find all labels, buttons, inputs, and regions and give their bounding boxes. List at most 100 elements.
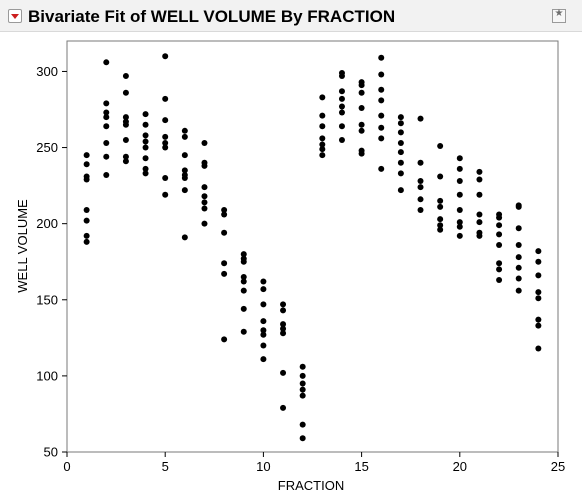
data-point: [437, 143, 444, 150]
data-point: [221, 211, 228, 218]
data-point: [299, 380, 306, 387]
data-point: [221, 270, 228, 277]
data-point: [240, 305, 247, 312]
data-point: [515, 264, 522, 271]
data-point: [319, 112, 326, 119]
data-point: [260, 278, 267, 285]
x-tick-label: 10: [256, 459, 270, 474]
y-tick-label: 100: [36, 368, 58, 383]
data-point: [338, 73, 345, 80]
data-point: [280, 369, 287, 376]
data-point: [181, 127, 188, 134]
data-point: [162, 139, 169, 146]
data-point: [260, 342, 267, 349]
y-tick-label: 250: [36, 140, 58, 155]
data-point: [122, 136, 129, 143]
data-point: [338, 95, 345, 102]
data-point: [83, 206, 90, 213]
data-point: [378, 112, 385, 119]
data-point: [181, 133, 188, 140]
data-point: [162, 175, 169, 181]
red-triangle-menu-icon[interactable]: [8, 9, 22, 23]
data-point: [338, 123, 345, 130]
data-point: [83, 217, 90, 224]
data-point: [299, 421, 306, 428]
data-point: [299, 363, 306, 370]
data-point: [378, 135, 385, 142]
data-point: [397, 129, 404, 136]
data-point: [162, 144, 169, 151]
data-point: [397, 114, 404, 121]
data-point: [83, 176, 90, 183]
data-point: [162, 53, 169, 60]
data-point: [260, 356, 267, 363]
data-point: [397, 170, 404, 177]
data-point: [378, 86, 385, 93]
data-point: [240, 273, 247, 280]
data-point: [280, 321, 287, 328]
data-point: [476, 168, 483, 175]
data-point: [358, 121, 365, 128]
data-point: [417, 184, 424, 191]
data-point: [476, 211, 483, 218]
data-point: [456, 223, 463, 230]
data-point: [496, 266, 503, 273]
data-point: [358, 104, 365, 111]
data-point: [437, 173, 444, 180]
data-point: [496, 260, 503, 267]
x-tick-label: 5: [162, 459, 169, 474]
data-point: [319, 135, 326, 142]
data-point: [280, 301, 287, 308]
data-point: [397, 187, 404, 194]
data-point: [456, 232, 463, 239]
data-point: [338, 109, 345, 116]
data-point: [456, 219, 463, 226]
data-point: [103, 59, 110, 66]
data-point: [181, 234, 188, 241]
data-point: [280, 325, 287, 332]
data-point: [378, 124, 385, 131]
data-point: [476, 219, 483, 226]
plot-frame: [66, 40, 559, 453]
data-point: [417, 178, 424, 185]
data-point: [535, 289, 542, 296]
data-point: [162, 95, 169, 102]
report-title: Bivariate Fit of WELL VOLUME By FRACTION: [28, 7, 396, 26]
data-point: [142, 138, 149, 145]
data-point: [476, 191, 483, 198]
data-point: [240, 258, 247, 265]
report-title-bar: Bivariate Fit of WELL VOLUME By FRACTION…: [0, 0, 582, 32]
data-point: [103, 109, 110, 116]
x-tick-label: 20: [453, 459, 467, 474]
data-point: [535, 295, 542, 302]
pin-star-icon[interactable]: ★: [552, 8, 566, 23]
data-point: [437, 226, 444, 233]
data-point: [221, 260, 228, 267]
data-point: [83, 161, 90, 168]
data-point: [122, 114, 129, 121]
x-axis: 0 5 10 15 20 25: [63, 452, 565, 474]
data-point: [142, 111, 149, 118]
data-point: [535, 272, 542, 279]
data-point: [260, 286, 267, 293]
y-tick-label: 50: [44, 445, 58, 460]
data-point: [260, 318, 267, 325]
data-point: [319, 152, 326, 159]
data-point: [260, 331, 267, 338]
data-point: [83, 238, 90, 245]
data-point: [476, 176, 483, 183]
data-point: [515, 203, 522, 210]
data-point: [201, 162, 208, 169]
data-point: [338, 136, 345, 143]
data-point: [181, 152, 188, 159]
data-point: [201, 220, 208, 227]
data-point: [221, 206, 228, 213]
data-point: [142, 144, 149, 151]
data-point: [319, 123, 326, 130]
data-point: [417, 196, 424, 203]
data-point: [378, 71, 385, 78]
data-point: [358, 150, 365, 157]
data-point: [535, 258, 542, 265]
data-point: [260, 327, 267, 334]
